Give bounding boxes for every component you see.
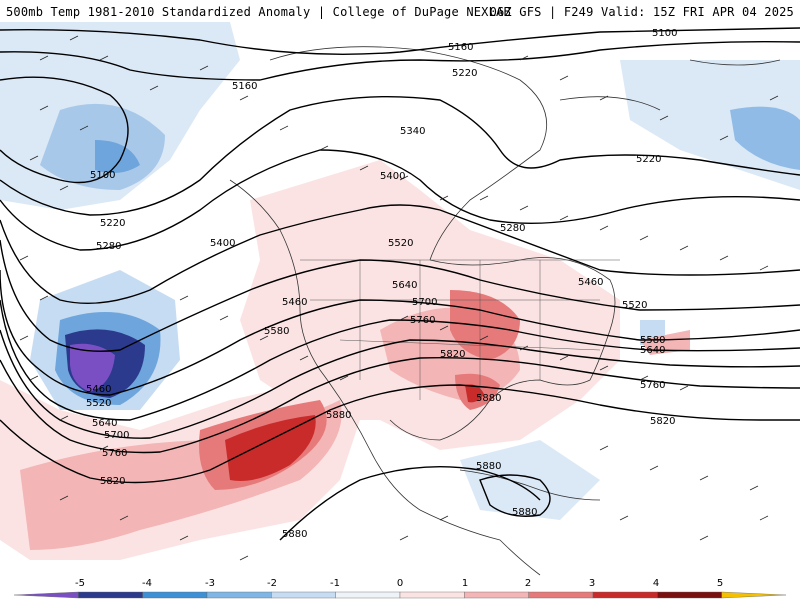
colorbar-segment <box>271 591 336 599</box>
contour-label: 5220 <box>100 218 125 229</box>
colorbar-segment <box>142 591 208 599</box>
contour-label: 5820 <box>650 416 675 427</box>
contour-label: 5580 <box>264 326 289 337</box>
contour-label: 5100 <box>90 170 115 181</box>
contour-label: 5100 <box>652 28 677 39</box>
cold-anomaly-shading <box>0 22 800 520</box>
colorbar-svg <box>13 591 787 599</box>
map-panel: 5160 5100 5220 5160 5340 5100 5220 5400 … <box>0 22 800 578</box>
colorbar-segment <box>13 591 79 599</box>
contour-label: 5220 <box>452 68 477 79</box>
contour-label: 5760 <box>410 315 435 326</box>
contour-label: 5160 <box>448 42 473 53</box>
colorbar-segment <box>206 591 272 599</box>
contour-label: 5400 <box>380 171 405 182</box>
model-valid-time: 06Z GFS | F249 Valid: 15Z FRI APR 04 202… <box>489 5 794 19</box>
contour-label: 5700 <box>412 297 437 308</box>
title-bar: 500mb Temp 1981-2010 Standardized Anomal… <box>0 0 800 22</box>
contour-label: 5340 <box>400 126 425 137</box>
colorbar-segment <box>657 591 722 599</box>
contour-label: 5880 <box>282 529 307 540</box>
colorbar-tick: 5 <box>716 578 724 589</box>
colorbar-tick: -1 <box>330 578 340 589</box>
wind-barbs <box>19 35 779 561</box>
contour-label: 5880 <box>476 461 501 472</box>
contour-label: 5640 <box>640 345 665 356</box>
contour-label: 5640 <box>392 280 417 291</box>
contour-label: 5880 <box>512 507 537 518</box>
contour-label: 5160 <box>232 81 257 92</box>
colorbar-segment <box>528 591 594 599</box>
contour-label: 5460 <box>282 297 307 308</box>
anomaly-colorbar: -5 -4 -3 -2 -1 0 1 2 3 4 5 <box>0 578 800 600</box>
colorbar-tick: -2 <box>267 578 277 589</box>
contour-label: 5820 <box>100 476 125 487</box>
contour-label: 5520 <box>388 238 413 249</box>
contour-label: 5220 <box>636 154 661 165</box>
coastlines <box>229 46 781 576</box>
map-title: 500mb Temp 1981-2010 Standardized Anomal… <box>6 5 511 19</box>
colorbar-tick: 3 <box>588 578 596 589</box>
colorbar-tick: 4 <box>652 578 660 589</box>
contour-label: 5880 <box>326 410 351 421</box>
colorbar-tick: 0 <box>396 578 404 589</box>
contour-label: 5580 <box>640 335 665 346</box>
contour-labels: 5160 5100 5220 5160 5340 5100 5220 5400 … <box>86 28 677 540</box>
contour-label: 5760 <box>102 448 127 459</box>
contour-label: 5520 <box>86 398 111 409</box>
contour-label: 5460 <box>86 384 111 395</box>
colorbar-segment <box>78 591 143 599</box>
colorbar-segments <box>13 591 787 599</box>
contour-label: 5280 <box>500 223 525 234</box>
colorbar-tick: -3 <box>205 578 215 589</box>
contour-label: 5460 <box>578 277 603 288</box>
contour-label: 5880 <box>476 393 501 404</box>
contour-label: 5700 <box>104 430 129 441</box>
contour-label: 5760 <box>640 380 665 391</box>
colorbar-segment <box>399 591 465 599</box>
contour-label: 5640 <box>92 418 117 429</box>
map-svg: 5160 5100 5220 5160 5340 5100 5220 5400 … <box>0 22 800 578</box>
contour-label: 5280 <box>96 241 121 252</box>
contour-label: 5820 <box>440 349 465 360</box>
colorbar-tick: -5 <box>75 578 85 589</box>
contour-label: 5520 <box>622 300 647 311</box>
colorbar-tick: 1 <box>461 578 469 589</box>
colorbar-segment <box>464 591 529 599</box>
colorbar-tick: 2 <box>524 578 532 589</box>
colorbar-segment <box>335 591 401 599</box>
colorbar-segment <box>721 591 787 599</box>
colorbar-tick: -4 <box>142 578 152 589</box>
height-contours <box>0 27 800 541</box>
colorbar-segment <box>592 591 658 599</box>
contour-label: 5400 <box>210 238 235 249</box>
